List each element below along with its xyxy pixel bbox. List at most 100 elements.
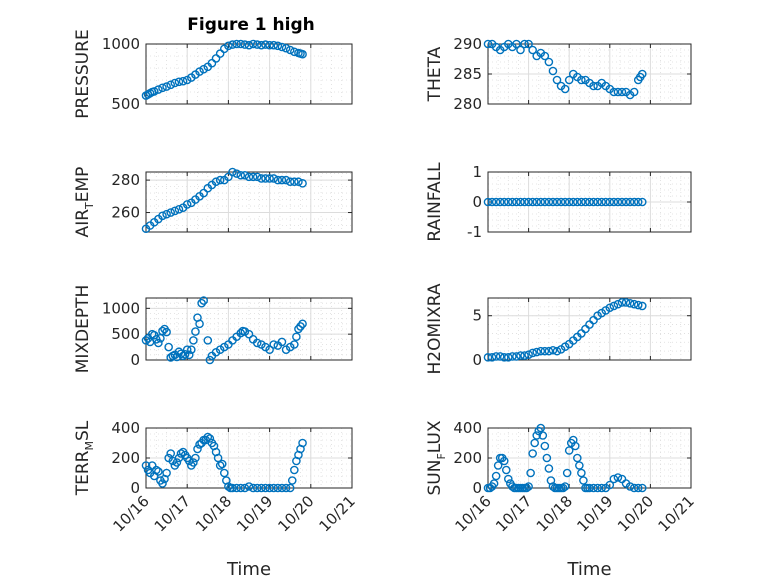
x-tick-label: 10/19 — [233, 492, 276, 535]
data-point — [589, 81, 598, 91]
data-point — [224, 482, 233, 491]
data-point — [178, 76, 188, 86]
data-point — [540, 441, 550, 451]
data-point — [637, 483, 647, 493]
data-point — [236, 328, 246, 338]
data-point — [174, 204, 184, 214]
y-tick-label: 290 — [453, 35, 482, 53]
data-point — [189, 458, 198, 467]
data-point — [248, 172, 258, 182]
data-point — [232, 483, 241, 493]
y-axis-label: H2OMIXRA — [425, 283, 445, 374]
data-point — [558, 483, 568, 493]
data-point — [298, 319, 307, 329]
data-point — [166, 208, 176, 217]
data-point — [585, 197, 594, 207]
data-point — [265, 174, 274, 183]
data-point — [166, 80, 176, 90]
data-point — [560, 84, 570, 94]
data-point — [294, 177, 303, 187]
data-point — [236, 39, 246, 49]
data-point — [228, 167, 237, 177]
y-axis-label: THETA — [425, 46, 445, 102]
data-point — [508, 197, 517, 207]
data-point — [548, 66, 558, 76]
data-point — [265, 483, 274, 493]
data-point — [178, 351, 188, 361]
data-point — [199, 188, 208, 198]
data-point — [597, 483, 606, 493]
data-point — [532, 197, 542, 207]
data-point — [211, 177, 221, 187]
data-point — [232, 169, 241, 178]
data-point — [151, 465, 161, 475]
data-point — [577, 75, 586, 85]
subplot-7: 0 200 400 SUNFLUX10/1610/1710/1810/1910/201… — [425, 419, 698, 580]
y-tick-label: 280 — [453, 95, 482, 113]
data-point — [290, 177, 299, 187]
data-point — [544, 57, 554, 67]
data-point — [491, 352, 501, 361]
data-point — [199, 296, 208, 305]
data-point — [536, 346, 546, 356]
data-point — [540, 346, 550, 356]
data-point — [149, 87, 159, 96]
y-tick-label: 500 — [111, 95, 140, 113]
data-point — [277, 337, 287, 347]
data-point — [273, 175, 283, 185]
x-tick-label: 10/18 — [533, 492, 576, 535]
subplot-1: 280 285 290 THETA — [425, 35, 692, 113]
data-point — [530, 438, 539, 448]
y-tick-label: 400 — [111, 419, 140, 437]
data-point — [589, 483, 598, 493]
data-point — [629, 197, 639, 207]
y-tick-label: 0 — [472, 479, 482, 497]
data-point — [570, 441, 580, 451]
x-tick-label: 10/21 — [655, 492, 698, 535]
data-point — [191, 327, 200, 336]
data-point — [265, 345, 274, 354]
data-point — [609, 197, 619, 207]
data-point — [269, 40, 279, 50]
data-point — [516, 45, 525, 55]
data-point — [166, 449, 176, 458]
data-point — [540, 51, 550, 61]
x-axis-label: Time — [226, 559, 271, 580]
data-point — [187, 345, 196, 354]
data-point — [575, 461, 584, 470]
x-tick-label: 10/16 — [452, 492, 495, 535]
data-point — [277, 175, 287, 185]
data-point — [560, 197, 570, 207]
data-point — [164, 342, 173, 352]
plot-area — [146, 44, 352, 104]
y-tick-label: 285 — [453, 65, 482, 83]
data-point — [499, 456, 509, 466]
y-axis-label: PRESSURE — [73, 29, 93, 118]
data-point — [524, 482, 533, 491]
data-point — [172, 458, 182, 467]
data-point — [162, 82, 171, 91]
data-point — [174, 77, 184, 87]
data-point — [568, 197, 578, 207]
data-point — [573, 453, 582, 463]
axes-box — [487, 297, 692, 361]
data-point — [203, 432, 213, 442]
data-point — [281, 483, 291, 493]
subplot-3: -1 0 1 RAINFALL — [425, 162, 692, 242]
y-axis-label: TERRMSL — [73, 420, 96, 496]
subplot-0: 500 1000 PRESSURE — [73, 29, 353, 119]
data-point — [522, 483, 531, 493]
figure-title: Figure 1 high — [187, 15, 315, 35]
data-point — [503, 353, 513, 362]
data-point — [224, 41, 233, 51]
data-point — [544, 197, 554, 207]
data-point — [532, 347, 542, 357]
data-point — [536, 197, 546, 207]
data-point — [273, 41, 283, 51]
data-point — [491, 197, 501, 207]
data-point — [292, 332, 301, 342]
data-point — [215, 461, 225, 470]
data-point — [244, 40, 254, 50]
axes-box — [145, 297, 353, 361]
data-point — [281, 43, 291, 53]
